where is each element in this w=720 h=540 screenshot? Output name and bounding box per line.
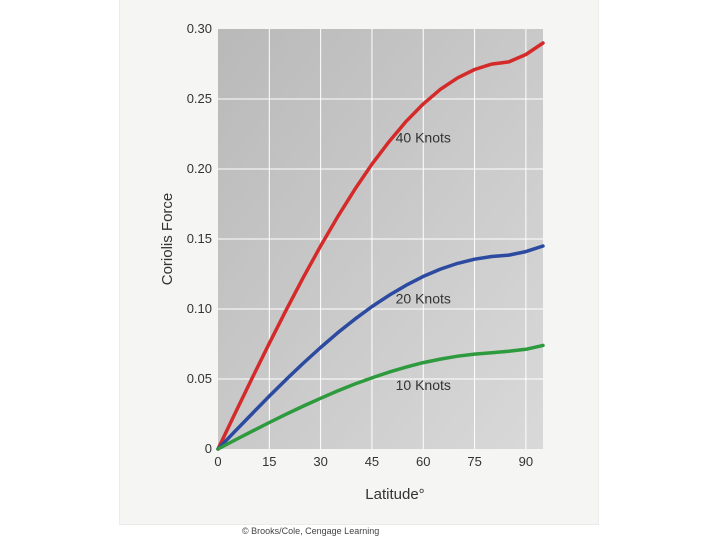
copyright-credit: © Brooks/Cole, Cengage Learning (242, 526, 380, 536)
x-tick-label: 60 (416, 454, 430, 469)
y-tick-label: 0.20 (187, 161, 212, 176)
figure-panel: 40 Knots 20 Knots 10 Knots 0 15 30 45 60 75 90 0 0… (120, 0, 598, 536)
x-axis-title: Latitude° (365, 486, 424, 503)
y-axis-title: Coriolis Force (159, 193, 176, 286)
y-tick-label: 0.30 (187, 21, 212, 36)
y-tick-label: 0.10 (187, 301, 212, 316)
y-tick-label: 0 (205, 441, 212, 456)
x-tick-label: 75 (467, 454, 481, 469)
series-line-40-knots (216, 41, 545, 451)
y-tick-label: 0.25 (187, 91, 212, 106)
series-label-40-knots: 40 Knots (396, 129, 451, 145)
x-tick-label: 0 (214, 454, 221, 469)
series-line-10-knots (216, 343, 545, 451)
series-line-20-knots (216, 244, 545, 451)
x-tick-label: 15 (262, 454, 276, 469)
series-lines (216, 41, 545, 451)
y-tick-label: 0.15 (187, 231, 212, 246)
x-tick-label: 45 (365, 454, 379, 469)
x-tick-label: 30 (313, 454, 327, 469)
series-label-20-knots: 20 Knots (396, 290, 451, 306)
tick-labels: 0 15 30 45 60 75 90 0 0.05 0.10 0.15 0.20 0.25 0.30 (187, 21, 533, 469)
y-tick-label: 0.05 (187, 371, 212, 386)
series-labels: 40 Knots 20 Knots 10 Knots (396, 129, 451, 393)
series-label-10-knots: 10 Knots (396, 377, 451, 393)
grid-lines (218, 29, 543, 449)
x-tick-label: 90 (519, 454, 533, 469)
